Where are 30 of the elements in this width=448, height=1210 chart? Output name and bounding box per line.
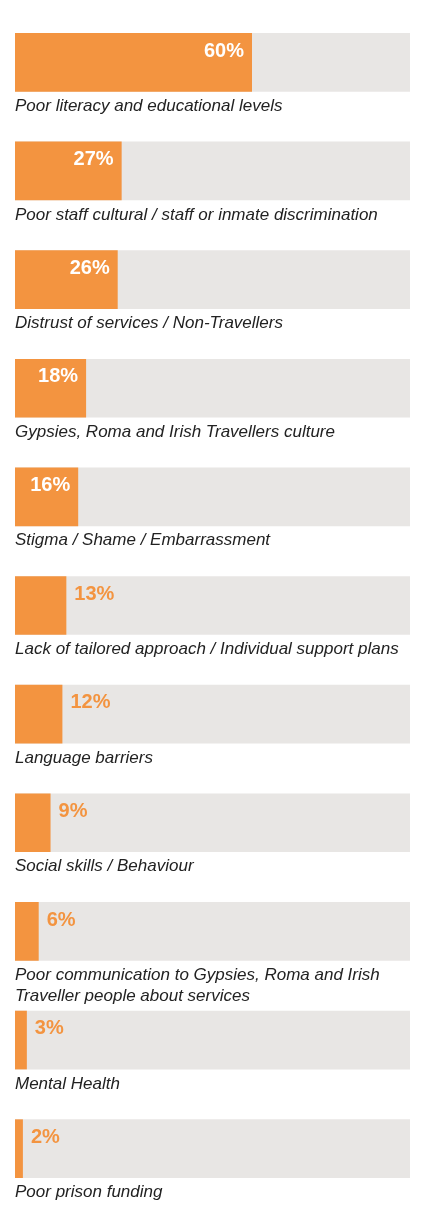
bar	[15, 358, 87, 418]
y-tick-label: Stigma / Shame / Embarrassment	[15, 530, 272, 550]
bar	[15, 793, 51, 853]
data-label: 13%	[74, 581, 115, 604]
y-tick-label: Poor communication to Gypsies, Roma and Irish Traveller people about services	[15, 964, 380, 1005]
y-tick-label: Poor staff cultural / staff or inmate discrimination	[15, 204, 378, 224]
bar	[15, 1119, 23, 1179]
bar	[15, 1010, 27, 1070]
bar	[15, 684, 63, 744]
y-tick-label: Social skills / Behaviour	[15, 856, 195, 876]
data-label: 18%	[38, 364, 79, 387]
bar	[15, 576, 67, 635]
bar	[15, 902, 39, 961]
y-tick-label: Poor prison funding	[15, 1182, 163, 1202]
data-label: 6%	[46, 907, 76, 930]
data-label: 9%	[58, 798, 88, 821]
y-tick-label: Lack of tailored approach / Individual support plans	[15, 639, 400, 659]
data-label: 60%	[203, 38, 245, 61]
data-label: 2%	[30, 1124, 61, 1147]
y-tick-label: Language barriers	[15, 747, 154, 767]
data-label: 3%	[34, 1016, 64, 1039]
data-label: 12%	[70, 690, 111, 713]
y-tick-label: Poor literacy and educational levels	[15, 95, 283, 115]
data-label: 16%	[30, 473, 71, 496]
bar	[15, 141, 122, 201]
y-tick-label: Distrust of services / Non-Travellers	[15, 313, 284, 333]
y-tick-label: Mental Health	[15, 1073, 120, 1093]
data-label: 27%	[73, 147, 114, 170]
y-tick-label: Gypsies, Roma and Irish Travellers culture	[15, 421, 335, 441]
data-label: 26%	[69, 255, 110, 278]
